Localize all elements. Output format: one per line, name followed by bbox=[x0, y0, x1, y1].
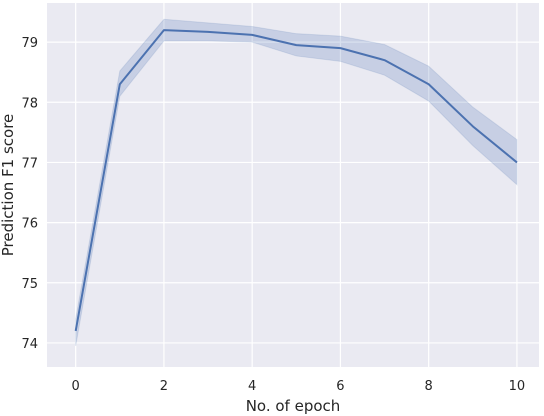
series-lines bbox=[74, 29, 518, 332]
confidence-bands bbox=[75, 18, 518, 347]
y-tick-label: 74 bbox=[21, 337, 38, 352]
plot-area bbox=[47, 3, 539, 367]
y-tick-labels: 74 75 76 77 78 79 bbox=[21, 36, 38, 352]
confidence-band bbox=[75, 18, 518, 347]
y-tick-label: 75 bbox=[21, 277, 38, 292]
x-tick-label: 4 bbox=[248, 379, 256, 394]
y-axis-label: Prediction F1 score bbox=[0, 114, 17, 257]
x-tick-label: 0 bbox=[72, 379, 80, 394]
grid bbox=[47, 3, 539, 367]
x-axis-label: No. of epoch bbox=[246, 397, 341, 415]
x-tick-label: 2 bbox=[160, 379, 168, 394]
y-tick-label: 79 bbox=[21, 36, 38, 51]
x-tick-labels: 0 2 4 6 8 10 bbox=[72, 379, 526, 394]
y-tick-label: 78 bbox=[21, 96, 38, 111]
y-tick-label: 76 bbox=[21, 217, 38, 232]
x-tick-label: 10 bbox=[509, 379, 526, 394]
y-tick-label: 77 bbox=[21, 156, 38, 171]
x-tick-label: 6 bbox=[336, 379, 344, 394]
x-tick-label: 8 bbox=[425, 379, 433, 394]
